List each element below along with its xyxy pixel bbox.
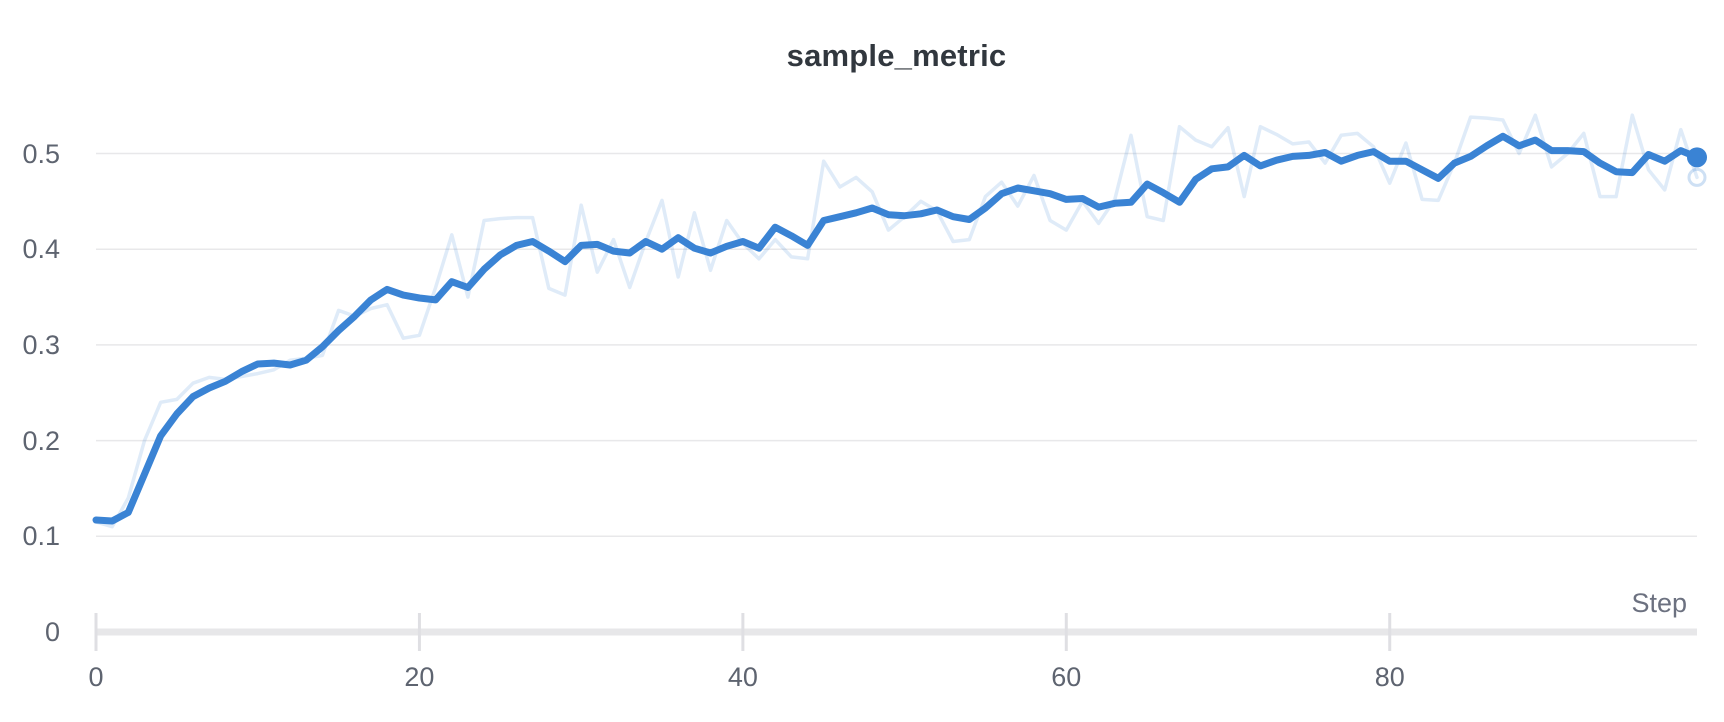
y-tick-label: 0	[44, 617, 60, 647]
y-tick-label: 0.1	[22, 521, 60, 552]
raw-series-line	[94, 113, 1699, 529]
chart-title: sample_metric	[786, 38, 1007, 73]
y-tick-label: 0.4	[22, 234, 60, 265]
y-tick-label: 0.5	[22, 138, 60, 169]
smoothed-series-line	[92, 132, 1701, 525]
y-tick-label: 0.3	[22, 329, 60, 360]
x-axis-label: Step	[1631, 588, 1687, 618]
x-tick-label: 40	[727, 662, 758, 692]
x-tick-label: 0	[88, 662, 104, 692]
x-tick-label: 60	[1051, 662, 1082, 692]
x-tick-label: 80	[1374, 662, 1405, 692]
last-point-raw-ring	[1687, 167, 1707, 187]
last-point-dot	[1687, 147, 1707, 168]
x-tick-label: 20	[404, 662, 435, 692]
y-tick-label: 0.2	[22, 425, 60, 456]
